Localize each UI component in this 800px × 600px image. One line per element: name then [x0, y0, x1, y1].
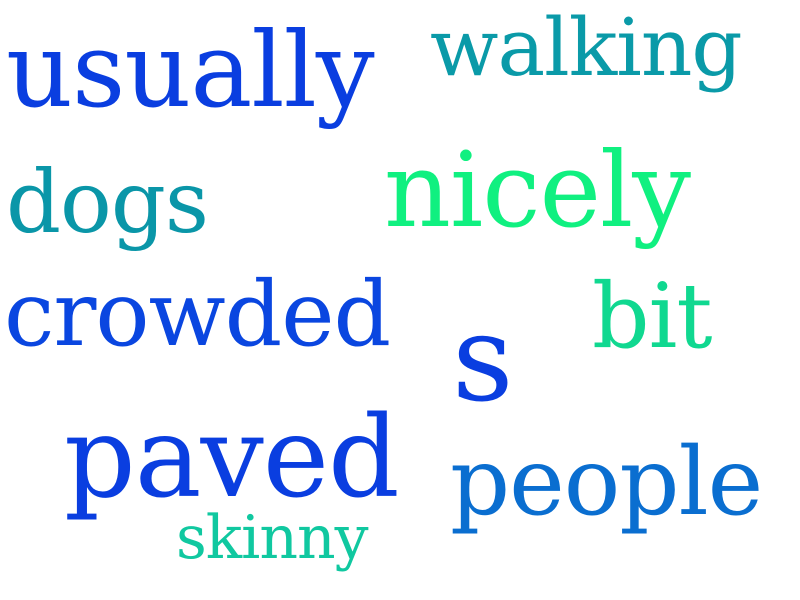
word-paved: paved [64, 393, 400, 523]
word-walking: walking [430, 1, 743, 94]
word-nicely: nicely [384, 129, 691, 251]
word-crowded: crowded [4, 262, 391, 367]
word-s: s [452, 290, 514, 429]
word-dogs: dogs [6, 153, 209, 253]
word-usually: usually [6, 9, 375, 131]
word-skinny: skinny [176, 503, 369, 573]
word-bit: bit [592, 264, 713, 369]
word-people: people [450, 428, 763, 537]
